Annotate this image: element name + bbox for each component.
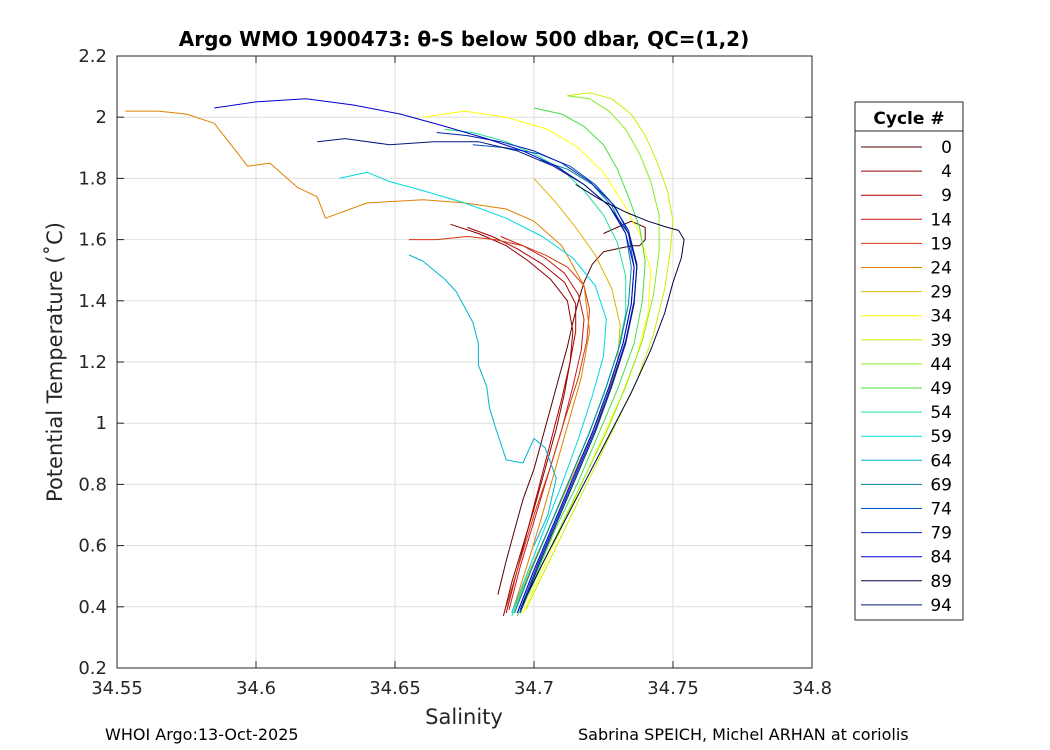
x-tick-label: 34.6 bbox=[236, 678, 276, 699]
legend-label-19: 19 bbox=[930, 234, 952, 254]
series-line-cycle-0 bbox=[497, 220, 646, 595]
legend-label-9: 9 bbox=[941, 186, 952, 206]
series-line-cycle-64 bbox=[408, 254, 557, 546]
legend-label-44: 44 bbox=[930, 355, 952, 375]
y-tick-label: 2.2 bbox=[78, 46, 107, 67]
series-line-cycle-69 bbox=[514, 159, 632, 614]
footer-credit: WHOI Argo:13-Oct-2025 bbox=[105, 725, 299, 744]
legend-label-74: 74 bbox=[930, 500, 952, 520]
legend-label-4: 4 bbox=[941, 162, 952, 182]
y-axis-label: Potential Temperature (˚C) bbox=[43, 222, 67, 502]
series-line-cycle-14 bbox=[500, 236, 585, 611]
y-tick-label: 0.2 bbox=[78, 658, 107, 679]
y-tick-label: 0.4 bbox=[78, 597, 107, 618]
legend-label-59: 59 bbox=[930, 427, 952, 447]
legend-label-0: 0 bbox=[941, 138, 952, 158]
y-tick-label: 1.8 bbox=[78, 168, 107, 189]
series-line-cycle-59 bbox=[339, 171, 607, 614]
legend-label-34: 34 bbox=[930, 307, 952, 327]
legend-label-39: 39 bbox=[930, 331, 952, 351]
legend-label-89: 89 bbox=[930, 572, 952, 592]
x-axis-label: Salinity bbox=[425, 705, 503, 729]
legend-label-49: 49 bbox=[930, 379, 952, 399]
y-tick-label: 1 bbox=[96, 413, 107, 434]
legend-label-94: 94 bbox=[930, 596, 952, 616]
x-tick-label: 34.65 bbox=[369, 678, 421, 699]
legend-label-29: 29 bbox=[930, 283, 952, 303]
chart-title: Argo WMO 1900473: θ-S below 500 dbar, QC… bbox=[179, 27, 749, 51]
x-tick-label: 34.75 bbox=[647, 678, 699, 699]
series-line-cycle-89 bbox=[522, 184, 685, 604]
legend-label-69: 69 bbox=[930, 475, 952, 495]
series-line-cycle-94 bbox=[317, 138, 638, 614]
y-tick-label: 1.4 bbox=[78, 291, 107, 312]
legend-title: Cycle # bbox=[873, 109, 944, 129]
y-tick-label: 0.8 bbox=[78, 474, 107, 495]
x-tick-label: 34.7 bbox=[514, 678, 554, 699]
series-line-cycle-19 bbox=[408, 236, 591, 607]
x-tick-label: 34.8 bbox=[792, 678, 832, 699]
x-tick-label: 34.55 bbox=[91, 678, 143, 699]
legend: Cycle # 04914192429343944495459646974798… bbox=[854, 101, 964, 621]
legend-label-24: 24 bbox=[930, 259, 952, 279]
legend-label-14: 14 bbox=[930, 210, 952, 230]
series-line-cycle-39 bbox=[525, 92, 674, 611]
y-tick-label: 1.6 bbox=[78, 230, 107, 251]
series-line-cycle-49 bbox=[516, 107, 646, 617]
series-line-cycle-34 bbox=[422, 110, 652, 614]
y-tick-label: 0.6 bbox=[78, 536, 107, 557]
legend-label-64: 64 bbox=[930, 451, 952, 471]
legend-box bbox=[854, 101, 964, 621]
legend-label-79: 79 bbox=[930, 524, 952, 544]
legend-label-54: 54 bbox=[930, 403, 952, 423]
series-line-cycle-9 bbox=[467, 226, 577, 614]
footer-author: Sabrina SPEICH, Michel ARHAN at coriolis bbox=[578, 725, 909, 744]
legend-label-84: 84 bbox=[930, 548, 952, 568]
series-line-cycle-44 bbox=[519, 95, 660, 614]
y-tick-label: 2 bbox=[96, 107, 107, 128]
series-line-cycle-79 bbox=[436, 132, 638, 611]
y-tick-label: 1.2 bbox=[78, 352, 107, 373]
